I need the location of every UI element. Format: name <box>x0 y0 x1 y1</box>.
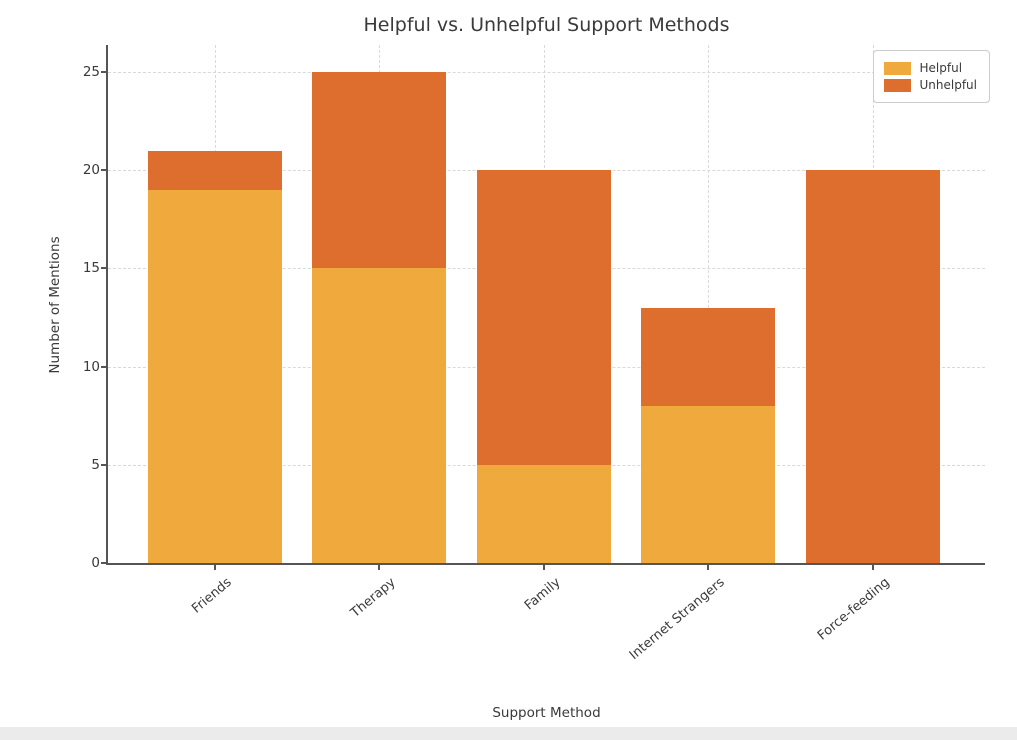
y-tick-mark <box>101 71 106 73</box>
y-tick-mark <box>101 463 106 466</box>
y-tick-label-20: 20 <box>82 162 100 179</box>
bar-unhelpful-force-feeding <box>805 170 940 563</box>
bar-unhelpful-therapy <box>312 72 446 269</box>
y-tick-mark <box>101 267 106 270</box>
legend-entry-helpful: Helpful <box>883 61 978 75</box>
plot-area: 0 5 10 15 20 25 Friends Therapy Family Internet S… <box>83 45 990 663</box>
bar-helpful-friends <box>147 189 282 563</box>
x-tick-mark <box>707 565 709 570</box>
x-tick-mark <box>542 565 545 570</box>
y-tick-mark <box>101 169 106 172</box>
legend: Helpful Unhelpful <box>872 50 990 103</box>
y-tick-label-25: 25 <box>82 64 100 80</box>
legend-swatch-helpful <box>883 61 911 75</box>
legend-swatch-unhelpful <box>883 78 911 92</box>
x-tick-mark <box>871 565 874 570</box>
bar-helpful-therapy <box>312 268 446 563</box>
y-tick-mark <box>101 562 106 564</box>
x-tick-label-therapy: Therapy <box>348 575 399 621</box>
x-tick-label-internet-strangers: Internet Strangers <box>626 575 728 664</box>
gridline-x-3 <box>708 45 709 563</box>
bar-helpful-family <box>476 464 611 563</box>
x-tick-mark <box>213 565 216 570</box>
gridline-y-25 <box>108 72 985 73</box>
legend-label-unhelpful: Unhelpful <box>919 78 978 92</box>
chart-title: Helpful vs. Unhelpful Support Methods <box>363 14 730 36</box>
y-tick-label-10: 10 <box>82 358 100 375</box>
x-tick-label-family: Family <box>521 575 564 614</box>
y-tick-label-5: 5 <box>91 456 100 473</box>
y-tick-label-15: 15 <box>82 260 100 277</box>
screenshot-bottom-strip <box>0 727 1017 740</box>
bar-unhelpful-friends <box>147 150 282 190</box>
y-axis-spine <box>106 45 108 565</box>
bar-helpful-internet-strangers <box>641 405 775 563</box>
x-tick-mark <box>378 565 380 570</box>
legend-entry-unhelpful: Unhelpful <box>883 78 978 92</box>
y-axis-label: Number of Mentions <box>47 236 63 374</box>
bar-unhelpful-family <box>476 170 611 465</box>
bar-unhelpful-internet-strangers <box>641 307 775 406</box>
y-tick-label-0: 0 <box>91 555 100 571</box>
x-axis-label: Support Method <box>492 705 601 721</box>
x-tick-label-friends: Friends <box>188 575 235 617</box>
x-axis-spine <box>106 563 985 565</box>
legend-label-helpful: Helpful <box>919 61 963 75</box>
y-tick-mark <box>101 365 106 368</box>
x-tick-label-force-feeding: Force-feeding <box>814 575 893 644</box>
